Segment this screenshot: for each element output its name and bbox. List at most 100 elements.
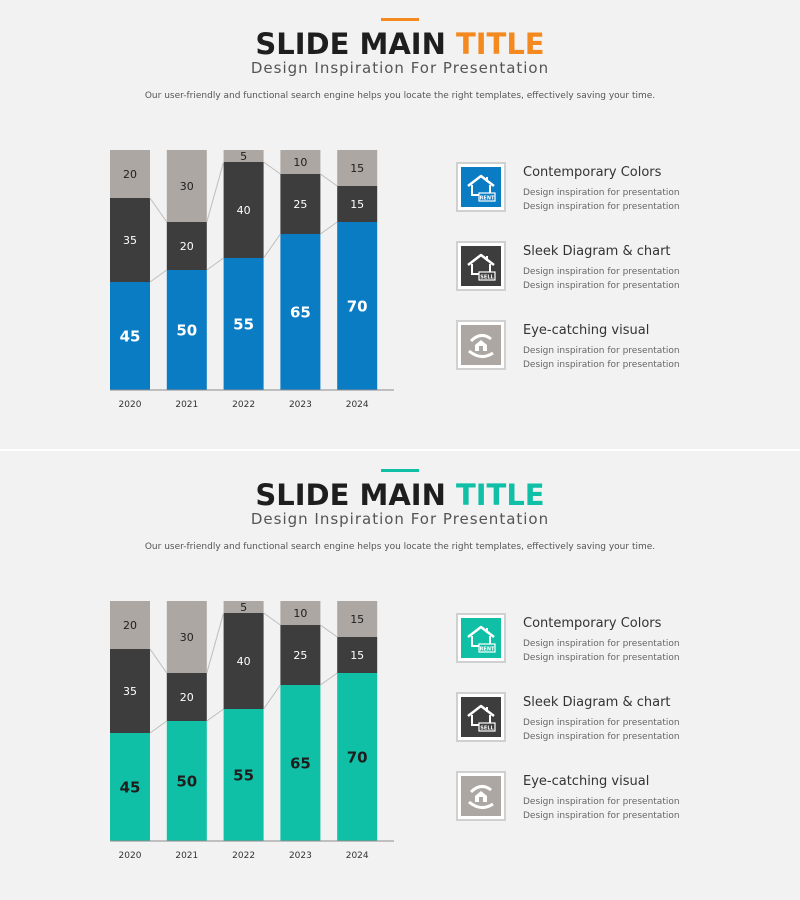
house-sell-icon: SELL — [467, 253, 496, 281]
feature-title: Contemporary Colors — [523, 165, 662, 180]
bar-segment — [337, 673, 378, 841]
bar-segment — [110, 150, 150, 198]
x-tick-label: 2024 — [346, 400, 369, 410]
feature-description-line: Design inspiration for presentation — [523, 718, 680, 728]
series-connector-line — [320, 624, 338, 638]
bar-segment — [337, 150, 378, 186]
house-door-shape — [479, 346, 483, 351]
bar-value-label: 40 — [237, 204, 251, 217]
house-sell-icon: SELL — [467, 704, 496, 732]
bar-value-label: 20 — [123, 619, 137, 632]
series-connector-line — [320, 672, 338, 686]
feature-icon-box: SELL — [456, 241, 506, 291]
bar-value-label: 40 — [237, 655, 251, 668]
bar-segment — [280, 685, 321, 841]
bar-value-label: 50 — [176, 321, 197, 339]
feature-item-contemporary-colors: RENT Contemporary Colors Design inspirat… — [456, 162, 786, 218]
bar-value-label: 70 — [347, 297, 368, 315]
series-connector-line — [149, 197, 168, 223]
series-connector-line — [320, 173, 338, 187]
bar-segment — [223, 162, 264, 258]
feature-item-eye-catching-visual: Eye-catching visual Design inspiration f… — [456, 771, 786, 827]
bar-value-label: 30 — [180, 631, 194, 644]
feature-description-line: Design inspiration for presentation — [523, 267, 680, 277]
bar-value-label: 50 — [176, 772, 197, 790]
title-accent-word: TITLE — [455, 27, 545, 61]
bar-value-label: 15 — [350, 198, 364, 211]
x-tick-label: 2021 — [175, 400, 198, 410]
bar-value-label: 65 — [290, 303, 311, 321]
bar-segment — [337, 186, 378, 222]
feature-title: Contemporary Colors — [523, 616, 662, 631]
bar-segment — [337, 601, 378, 637]
series-connector-line — [206, 257, 224, 271]
sign-board-shape — [478, 643, 496, 653]
series-connector-line — [206, 612, 225, 674]
feature-description-line: Design inspiration for presentation — [523, 188, 680, 198]
bar-value-label: 55 — [233, 315, 254, 333]
bar-segment — [223, 613, 264, 709]
feature-icon-box: RENT — [456, 613, 506, 663]
title-accent-line — [381, 469, 419, 472]
title-accent-word: TITLE — [455, 478, 545, 512]
slide-2: SLIDE MAIN TITLE Design Inspiration For … — [0, 451, 800, 900]
slide-description: Our user-friendly and functional search … — [144, 91, 656, 101]
sign-text: SELL — [480, 274, 494, 280]
house-hands-icon — [468, 785, 494, 809]
feature-icon-box: SELL — [456, 692, 506, 742]
bar-value-label: 20 — [123, 168, 137, 181]
feature-title: Sleek Diagram & chart — [523, 244, 671, 259]
bar-segment — [223, 709, 264, 841]
series-connector-line — [263, 612, 281, 626]
stacked-bar-chart: 4535202020502030202155405202265251020237… — [110, 150, 394, 410]
sign-board-shape — [478, 722, 496, 732]
bar-segment — [166, 222, 207, 270]
x-tick-label: 2023 — [289, 851, 312, 861]
bar-value-label: 20 — [180, 240, 194, 253]
series-connector-line — [149, 720, 168, 734]
bar-segment — [280, 150, 321, 174]
bar-value-label: 10 — [293, 156, 307, 169]
sign-board-shape — [478, 192, 496, 202]
x-tick-label: 2020 — [119, 400, 142, 410]
feature-description-line: Design inspiration for presentation — [523, 797, 680, 807]
roof-shape — [467, 704, 495, 717]
feature-item-sleek-diagram: SELL Sleek Diagram & chart Design inspir… — [456, 692, 786, 748]
hand-bottom-shape — [468, 800, 494, 809]
bar-value-label: 5 — [240, 601, 247, 614]
bar-segment — [223, 150, 264, 162]
x-tick-label: 2022 — [232, 400, 255, 410]
feature-description-line: Design inspiration for presentation — [523, 360, 680, 370]
bar-segment — [110, 282, 150, 390]
slide-subtitle: Design Inspiration For Presentation — [250, 59, 550, 77]
feature-description-line: Design inspiration for presentation — [523, 732, 680, 742]
bar-segment — [166, 150, 207, 222]
roof-shape — [467, 625, 495, 638]
feature-title: Eye-catching visual — [523, 323, 650, 338]
sign-text: RENT — [480, 195, 495, 201]
series-connector-line — [263, 684, 281, 710]
x-tick-label: 2023 — [289, 400, 312, 410]
series-connector-line — [320, 221, 338, 235]
slide-description: Our user-friendly and functional search … — [144, 542, 656, 552]
house-hands-icon — [468, 334, 494, 358]
feature-item-sleek-diagram: SELL Sleek Diagram & chart Design inspir… — [456, 241, 786, 297]
bar-segment — [110, 733, 150, 841]
feature-title: Eye-catching visual — [523, 774, 650, 789]
house-door-shape — [479, 797, 483, 802]
bar-value-label: 35 — [123, 234, 137, 247]
bar-segment — [280, 601, 321, 625]
sign-text: SELL — [480, 725, 494, 731]
feature-item-contemporary-colors: RENT Contemporary Colors Design inspirat… — [456, 613, 786, 669]
feature-icon-box — [456, 320, 506, 370]
house-shape — [475, 340, 487, 351]
bar-segment — [110, 198, 150, 282]
series-connector-line — [206, 161, 225, 223]
feature-description-line: Design inspiration for presentation — [523, 639, 680, 649]
slide-title: SLIDE MAIN TITLE — [0, 475, 800, 515]
stacked-bar-chart: 4535202020502030202155405202265251020237… — [110, 601, 394, 861]
bar-segment — [223, 258, 264, 390]
house-rent-icon: RENT — [467, 625, 496, 653]
house-shape — [475, 791, 487, 802]
bar-segment — [337, 222, 378, 390]
